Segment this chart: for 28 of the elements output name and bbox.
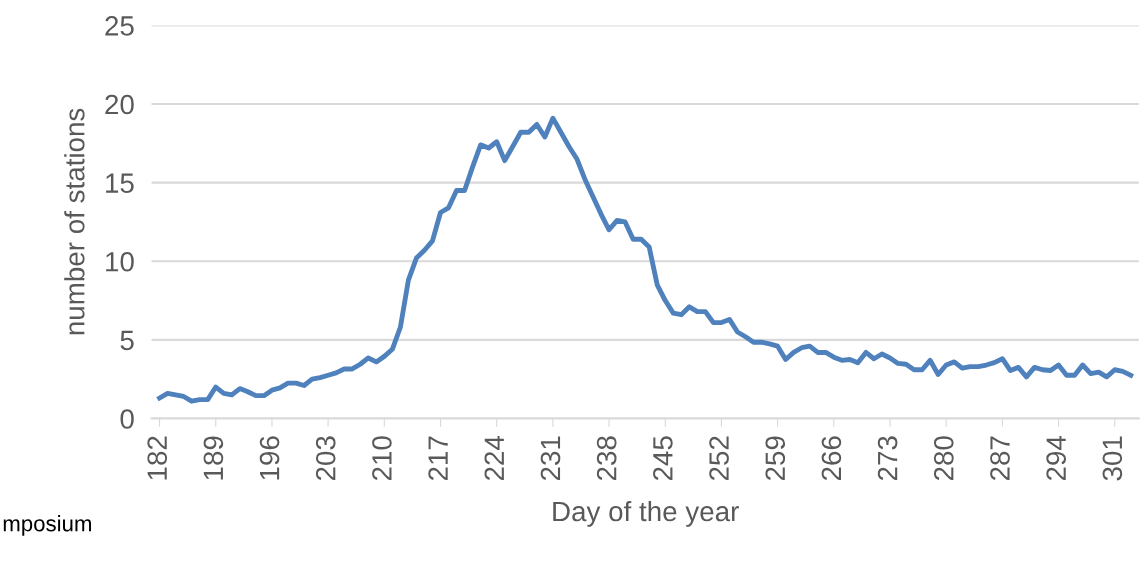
x-axis-title: Day of the year [553, 500, 739, 527]
x-tick-label: 259 [765, 436, 786, 481]
y-tick-label: 15 [106, 173, 134, 193]
y-tick-label: 25 [105, 16, 134, 36]
x-tick-label: 252 [709, 436, 729, 481]
x-tick-label: 294 [1046, 435, 1067, 481]
x-tick-label: 245 [653, 436, 673, 481]
y-axis-title: number of stations [64, 108, 85, 335]
x-tick-label: 231 [540, 436, 561, 481]
x-tick-label: 238 [596, 436, 617, 481]
text: mposium [3, 515, 91, 536]
x-tick-label: 287 [990, 436, 1010, 481]
x-tick-label: 203 [315, 436, 336, 481]
x-tick-label: 189 [203, 436, 224, 480]
x-tick-label: 196 [259, 436, 280, 480]
y-tick-label: 10 [106, 251, 134, 272]
line-series [157, 115, 1134, 404]
x-tick-label: 266 [821, 436, 842, 481]
x-tick-label: 210 [372, 436, 392, 481]
x-tick-label: 280 [933, 436, 954, 481]
x-tick-label: 224 [484, 435, 504, 481]
y-tick-label: 20 [105, 94, 134, 115]
y-tick-label: 0 [120, 409, 134, 429]
y-tick-label: 5 [120, 330, 134, 351]
x-tick-label: 273 [877, 436, 898, 481]
x-tick-label: 217 [428, 436, 448, 481]
x-tick-label: 182 [147, 436, 168, 480]
x-tick-label: 301 [1102, 436, 1123, 481]
